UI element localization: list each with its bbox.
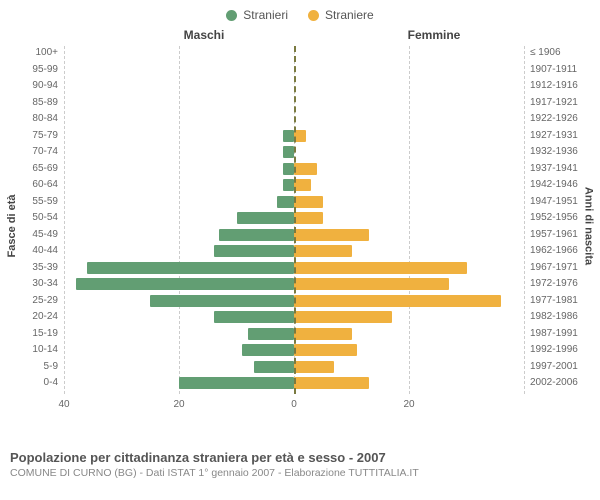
birth-year-label: ≤ 1906 [524, 46, 586, 60]
birth-year-label: 1972-1976 [524, 277, 586, 291]
birth-year-label: 1937-1941 [524, 162, 586, 176]
age-label: 100+ [14, 46, 64, 60]
legend: Stranieri Straniere [0, 0, 600, 26]
birth-year-label: 1967-1971 [524, 261, 586, 275]
age-label: 95-99 [14, 63, 64, 77]
footer: Popolazione per cittadinanza straniera p… [0, 446, 600, 479]
legend-label-male: Stranieri [243, 8, 288, 22]
age-label: 15-19 [14, 327, 64, 341]
age-label: 75-79 [14, 129, 64, 143]
birth-year-label: 1922-1926 [524, 112, 586, 126]
footer-title: Popolazione per cittadinanza straniera p… [10, 450, 590, 465]
x-tick: 20 [403, 399, 414, 410]
column-headers: Maschi Femmine [64, 28, 524, 42]
age-label: 85-89 [14, 96, 64, 110]
birth-year-label: 1957-1961 [524, 228, 586, 242]
age-label: 50-54 [14, 211, 64, 225]
age-label: 0-4 [14, 376, 64, 390]
column-header-male: Maschi [64, 28, 344, 42]
age-label: 60-64 [14, 178, 64, 192]
column-header-female: Femmine [344, 28, 524, 42]
birth-year-label: 2002-2006 [524, 376, 586, 390]
birth-year-label: 1917-1921 [524, 96, 586, 110]
footer-subtitle: COMUNE DI CURNO (BG) - Dati ISTAT 1° gen… [10, 467, 590, 479]
birth-year-label: 1907-1911 [524, 63, 586, 77]
birth-year-label: 1942-1946 [524, 178, 586, 192]
age-label: 80-84 [14, 112, 64, 126]
chart-area: Fasce di età Anni di nascita Maschi Femm… [0, 26, 600, 446]
age-label: 55-59 [14, 195, 64, 209]
center-line [294, 46, 296, 394]
age-label: 40-44 [14, 244, 64, 258]
plot: Maschi Femmine 100+≤ 190695-991907-19119… [64, 46, 524, 416]
birth-year-label: 1962-1966 [524, 244, 586, 258]
birth-year-label: 1932-1936 [524, 145, 586, 159]
x-tick: 20 [173, 399, 184, 410]
age-label: 70-74 [14, 145, 64, 159]
age-label: 45-49 [14, 228, 64, 242]
legend-swatch-female [308, 10, 319, 21]
legend-item-male: Stranieri [226, 8, 288, 22]
age-label: 10-14 [14, 343, 64, 357]
birth-year-label: 1992-1996 [524, 343, 586, 357]
legend-item-female: Straniere [308, 8, 374, 22]
age-label: 20-24 [14, 310, 64, 324]
age-label: 35-39 [14, 261, 64, 275]
age-label: 65-69 [14, 162, 64, 176]
birth-year-label: 1987-1991 [524, 327, 586, 341]
age-label: 90-94 [14, 79, 64, 93]
legend-label-female: Straniere [325, 8, 374, 22]
birth-year-label: 1977-1981 [524, 294, 586, 308]
birth-year-label: 1952-1956 [524, 211, 586, 225]
x-tick: 40 [58, 399, 69, 410]
birth-year-label: 1997-2001 [524, 360, 586, 374]
age-label: 25-29 [14, 294, 64, 308]
birth-year-label: 1947-1951 [524, 195, 586, 209]
age-label: 5-9 [14, 360, 64, 374]
birth-year-label: 1982-1986 [524, 310, 586, 324]
x-tick: 0 [291, 399, 297, 410]
age-label: 30-34 [14, 277, 64, 291]
birth-year-label: 1912-1916 [524, 79, 586, 93]
legend-swatch-male [226, 10, 237, 21]
birth-year-label: 1927-1931 [524, 129, 586, 143]
